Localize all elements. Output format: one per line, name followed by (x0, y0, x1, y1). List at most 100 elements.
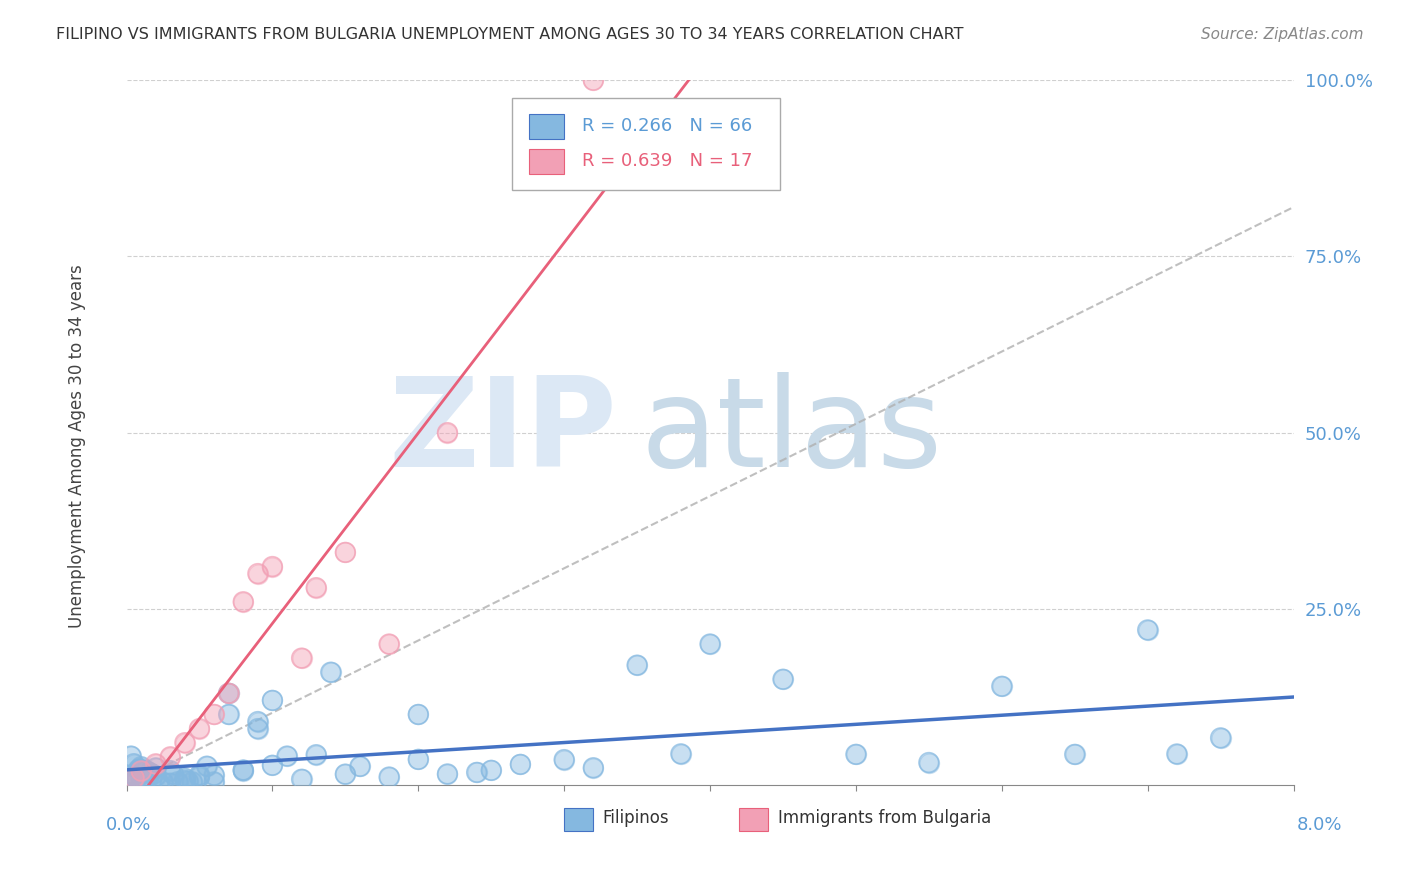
Point (335, 545, 357, 559)
Point (218, 707, 240, 722)
Text: Source: ZipAtlas.com: Source: ZipAtlas.com (1201, 27, 1364, 42)
Point (232, 595, 254, 609)
Point (378, 637, 401, 651)
Point (626, 658, 648, 673)
Point (121, 768, 143, 782)
Point (120, 749, 142, 764)
Point (262, 559, 284, 574)
Text: R = 0.266   N = 66: R = 0.266 N = 66 (582, 117, 752, 135)
Point (276, 749, 298, 764)
Point (121, 768, 143, 782)
Point (152, 775, 174, 789)
Point (349, 759, 371, 773)
Point (553, 753, 575, 767)
Text: atlas: atlas (640, 372, 942, 493)
Point (159, 764, 181, 778)
Point (232, 764, 254, 778)
Point (177, 774, 200, 789)
Point (162, 767, 184, 781)
Point (465, 765, 488, 780)
Bar (529, 149, 564, 174)
Point (195, 759, 218, 773)
Point (122, 771, 145, 785)
Point (174, 736, 197, 750)
Point (129, 772, 152, 786)
FancyBboxPatch shape (512, 98, 780, 189)
Point (159, 764, 181, 778)
Point (148, 776, 170, 790)
Point (152, 775, 174, 789)
Point (166, 774, 188, 789)
Point (408, 752, 430, 766)
Point (159, 749, 181, 764)
Point (378, 770, 401, 784)
Point (990, 679, 1012, 693)
Point (202, 775, 225, 789)
Point (188, 722, 211, 736)
Point (138, 770, 160, 784)
Point (319, 665, 342, 680)
Point (125, 772, 148, 786)
Point (118, 772, 141, 787)
Point (290, 651, 312, 665)
Text: FILIPINO VS IMMIGRANTS FROM BULGARIA UNEMPLOYMENT AMONG AGES 30 TO 34 YEARS CORR: FILIPINO VS IMMIGRANTS FROM BULGARIA UNE… (56, 27, 963, 42)
Point (305, 747, 328, 762)
Point (138, 770, 160, 784)
Point (1209, 731, 1232, 745)
Point (262, 758, 284, 772)
Point (129, 772, 152, 786)
Point (436, 425, 458, 440)
Text: Immigrants from Bulgaria: Immigrants from Bulgaria (778, 809, 991, 827)
Point (509, 757, 531, 772)
Point (174, 773, 197, 788)
Point (262, 559, 284, 574)
Point (1063, 747, 1085, 762)
Point (145, 769, 167, 783)
Point (436, 767, 458, 781)
Point (188, 722, 211, 736)
Point (479, 764, 502, 778)
Point (128, 762, 150, 776)
Point (132, 772, 155, 787)
Point (262, 693, 284, 707)
Point (159, 776, 181, 790)
Point (246, 722, 269, 736)
Point (246, 714, 269, 729)
Point (174, 773, 197, 788)
Point (148, 776, 170, 790)
Point (134, 763, 156, 777)
Point (918, 756, 941, 770)
Point (290, 772, 312, 787)
Point (145, 761, 167, 775)
Point (378, 637, 401, 651)
Point (335, 545, 357, 559)
Point (276, 749, 298, 764)
Point (232, 764, 254, 778)
Point (349, 759, 371, 773)
Point (1166, 747, 1188, 761)
Point (181, 774, 204, 789)
Point (139, 765, 162, 780)
Point (582, 761, 605, 775)
Point (181, 774, 204, 789)
Point (202, 775, 225, 789)
Point (145, 769, 167, 783)
Point (582, 761, 605, 775)
Bar (529, 114, 564, 139)
Point (129, 764, 152, 778)
Point (132, 772, 155, 787)
Point (118, 772, 141, 787)
Point (290, 772, 312, 787)
Point (188, 770, 211, 784)
Bar (740, 808, 769, 830)
Point (553, 753, 575, 767)
Point (408, 707, 430, 722)
Point (845, 747, 868, 762)
Point (128, 762, 150, 776)
Point (669, 747, 692, 761)
Point (1166, 747, 1188, 761)
Point (122, 756, 145, 771)
Point (305, 747, 328, 762)
Point (232, 763, 254, 777)
Point (218, 686, 240, 700)
